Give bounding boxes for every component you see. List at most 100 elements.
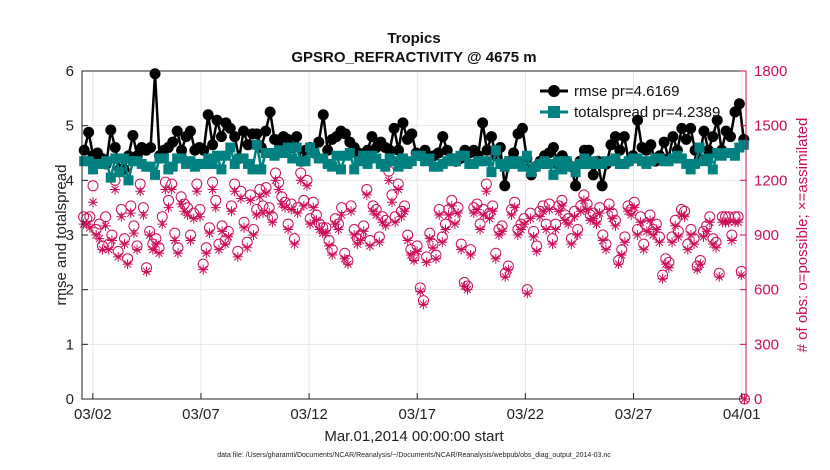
obs-assimilated-point <box>330 219 341 230</box>
rmse-point <box>685 122 697 134</box>
obs-assimilated-point <box>506 209 517 220</box>
left-tick-label: 0 <box>66 391 74 408</box>
obs-assimilated-point <box>154 248 165 259</box>
obs-assimilated-point <box>380 220 391 231</box>
obs-assimilated-point <box>651 224 662 235</box>
obs-assimilated-point <box>563 219 574 230</box>
rmse-point <box>176 144 188 156</box>
spread-point <box>685 164 696 175</box>
obs-assimilated-point <box>264 208 275 219</box>
obs-assimilated-point <box>641 226 652 237</box>
rmse-point <box>618 131 630 143</box>
spread-point <box>415 150 426 161</box>
obs-assimilated-point <box>685 230 696 240</box>
obs-assimilated-point <box>525 213 536 224</box>
obs-assimilated-point <box>600 244 611 255</box>
spread-point <box>371 153 382 164</box>
right-tick-label: 900 <box>754 227 779 244</box>
spread-point <box>216 164 227 175</box>
obs-assimilated-point <box>402 235 413 246</box>
obs-assimilated-point <box>399 206 410 217</box>
rmse-point <box>508 147 520 159</box>
spread-point <box>291 142 302 153</box>
rmse-point <box>583 144 595 156</box>
obs-assimilated-point <box>292 208 303 219</box>
obs-assimilated-point <box>229 186 240 197</box>
obs-assimilated-point <box>339 253 350 264</box>
obs-assimilated-point <box>679 211 690 222</box>
obs-assimilated-point <box>361 189 372 200</box>
obs-assimilated-point <box>733 217 744 228</box>
rmse-point <box>406 128 418 140</box>
obs-assimilated-point <box>393 184 404 195</box>
x-tick-label: 03/02 <box>74 406 112 423</box>
x-tick-label: 04/01 <box>723 406 761 423</box>
spread-point <box>229 158 240 169</box>
rmse-point <box>711 114 723 126</box>
rmse-point <box>481 144 493 156</box>
obs-assimilated-point <box>645 215 656 226</box>
rmse-point <box>477 117 489 129</box>
obs-assimilated-point <box>500 271 511 282</box>
x-axis-label: Mar.01,2014 00:00:00 start <box>324 428 504 445</box>
obs-assimilated-point <box>261 188 272 199</box>
obs-assimilated-point <box>172 248 183 259</box>
obs-assimilated-point <box>629 202 640 213</box>
rmse-point <box>184 125 196 137</box>
obs-assimilated-point <box>125 208 136 219</box>
obs-assimilated-point <box>726 235 737 246</box>
obs-assimilated-point <box>723 217 734 228</box>
rmse-point <box>322 144 334 156</box>
obs-assimilated-point <box>478 209 489 220</box>
spread-point <box>548 169 559 180</box>
spread-point <box>362 158 373 169</box>
obs-assimilated-point <box>547 239 558 250</box>
spread-point <box>198 158 209 169</box>
spread-point <box>552 156 563 167</box>
legend: rmse pr=4.6169 totalspread pr=4.2389 <box>540 83 720 121</box>
obs-assimilated-point <box>437 237 448 248</box>
left-tick-label: 3 <box>66 227 74 244</box>
obs-assimilated-point <box>515 224 526 235</box>
rmse-point <box>260 125 272 137</box>
obs-assimilated-point <box>185 235 196 246</box>
left-tick-label: 4 <box>66 172 74 189</box>
obs-assimilated-point <box>663 262 674 273</box>
obs-assimilated-point <box>619 237 630 248</box>
obs-assimilated-point <box>251 209 262 220</box>
obs-assimilated-point <box>569 211 580 222</box>
spread-point <box>344 148 355 158</box>
rmse-spread-series <box>78 68 750 192</box>
obs-assimilated-point <box>157 219 168 230</box>
obs-assimilated-point <box>132 244 143 255</box>
grid <box>82 70 746 400</box>
obs-assimilated-point <box>195 211 206 222</box>
obs-assimilated-point <box>103 244 114 255</box>
spread-point <box>482 156 493 167</box>
rmse-point <box>547 142 559 154</box>
obs-assimilated-point <box>670 220 681 231</box>
obs-assimilated-point <box>431 253 442 264</box>
obs-assimilated-point <box>443 209 454 220</box>
obs-assimilated-point <box>220 239 231 250</box>
spread-point <box>335 164 346 175</box>
spread-point <box>676 153 687 164</box>
obs-assimilated-point <box>279 202 290 213</box>
obs-assimilated-point <box>412 246 423 257</box>
rmse-point <box>605 139 617 151</box>
rmse-point <box>202 109 214 121</box>
obs-assimilated-point <box>648 230 659 240</box>
obs-assimilated-point <box>113 251 124 262</box>
data-file-footer: data file: /Users/gharamti/Documents/NCA… <box>217 452 611 459</box>
obs-assimilated-point <box>613 259 624 270</box>
rmse-point <box>587 169 599 181</box>
spread-point <box>212 150 223 161</box>
obs-assimilated-point <box>736 270 747 281</box>
obs-assimilated-point <box>409 255 419 266</box>
obs-assimilated-point <box>572 230 583 240</box>
obs-assimilated-point <box>591 219 602 230</box>
obs-assimilated-point <box>135 186 146 197</box>
obs-assimilated-point <box>427 242 438 253</box>
obs-assimilated-point <box>541 224 552 235</box>
